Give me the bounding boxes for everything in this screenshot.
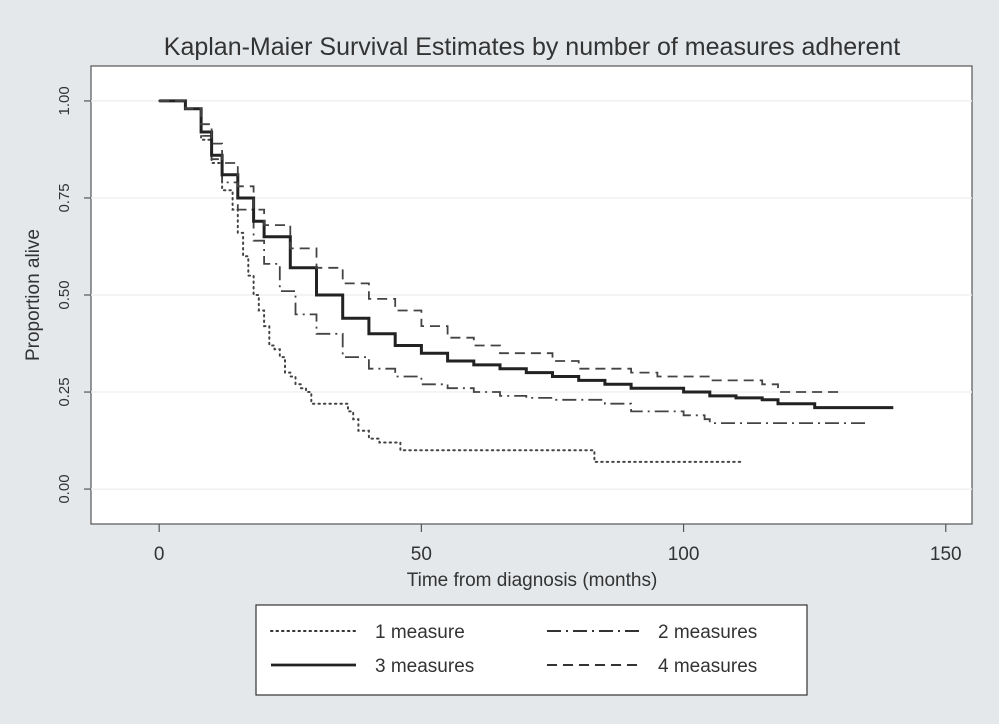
y-tick-label: 0.50 — [56, 280, 73, 309]
legend-box — [255, 604, 808, 696]
legend-label-1-measure: 1 measure — [375, 622, 465, 643]
series-line-3 — [159, 99, 894, 410]
survival-curves — [158, 99, 894, 463]
series-line-1 — [158, 99, 743, 463]
y-tick-label: 1.00 — [56, 86, 73, 115]
legend-label-2-measures: 2 measures — [658, 622, 757, 643]
y-tick-label: 0.75 — [56, 183, 73, 212]
y-tick-label: 0.00 — [56, 474, 73, 503]
series-line-2 — [159, 100, 868, 424]
series-line-4 — [159, 100, 841, 393]
axis-ticks: 0.00 0.25 0.50 0.75 1.00 0 50 100 150 — [56, 86, 962, 565]
legend: 1 measure 2 measures 3 measures 4 measur… — [255, 604, 808, 696]
x-tick-label: 100 — [668, 544, 700, 565]
chart-title: Kaplan-Maier Survival Estimates by numbe… — [164, 33, 901, 61]
x-tick-label: 50 — [411, 544, 432, 565]
grid-lines — [91, 100, 972, 490]
legend-label-4-measures: 4 measures — [658, 656, 757, 677]
y-tick-label: 0.25 — [56, 377, 73, 406]
x-axis-label: Time from diagnosis (months) — [407, 570, 658, 591]
x-tick-label: 150 — [930, 544, 962, 565]
y-axis-label: Proportion alive — [23, 229, 44, 361]
x-tick-label: 0 — [154, 544, 165, 565]
legend-label-3-measures: 3 measures — [375, 656, 474, 677]
